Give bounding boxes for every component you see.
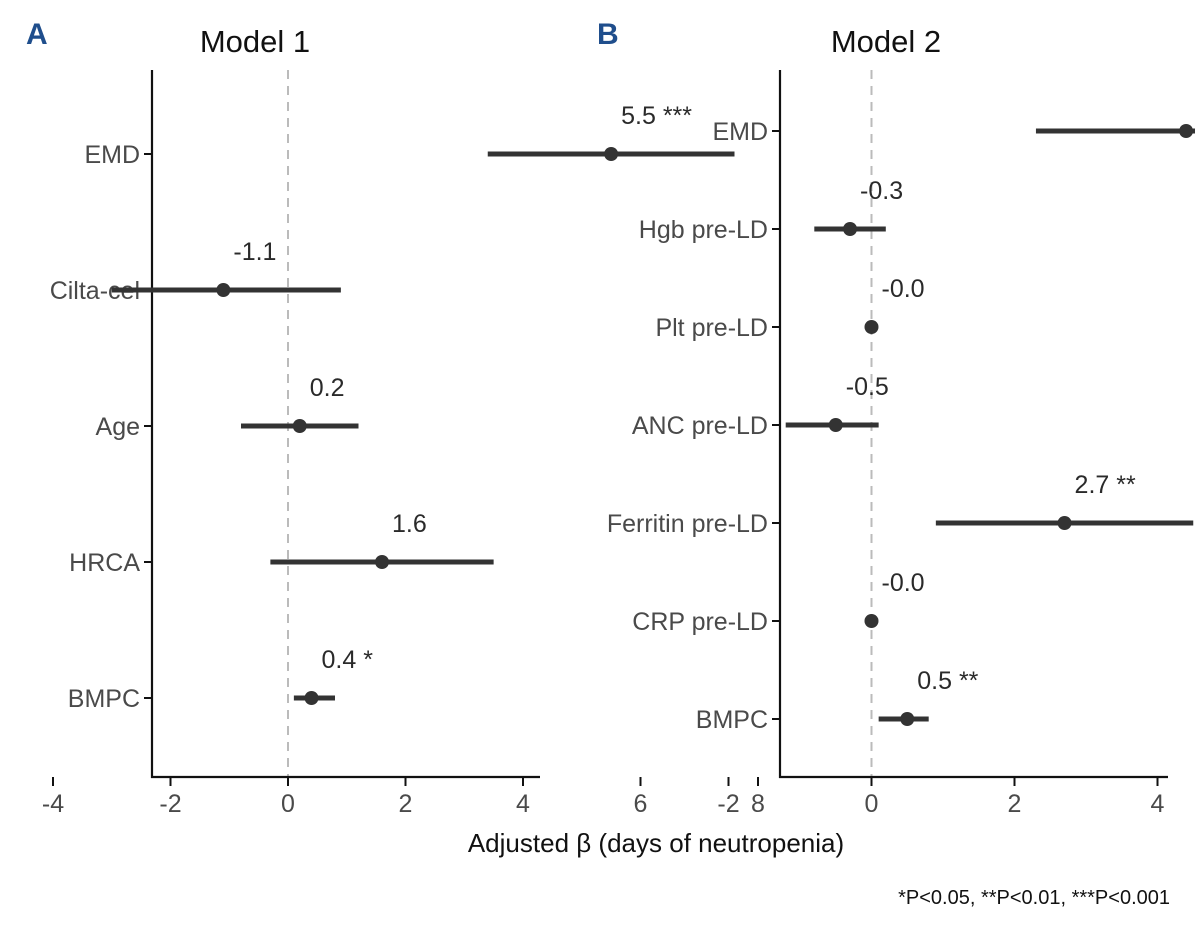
x-tick-label-a: -2 bbox=[159, 790, 181, 818]
category-label-a: BMPC bbox=[68, 685, 140, 713]
x-tick-label-a: 8 bbox=[751, 790, 765, 818]
point-estimate-a bbox=[604, 147, 619, 161]
point-estimate-a bbox=[292, 419, 307, 433]
estimate-label-a: 1.6 bbox=[392, 510, 427, 538]
estimate-label-b: 0.5 ** bbox=[917, 667, 978, 695]
x-tick-label-a: -4 bbox=[42, 790, 64, 818]
point-estimate-b bbox=[843, 222, 858, 236]
category-label-a: Age bbox=[96, 413, 140, 441]
x-tick-label-a: 6 bbox=[634, 790, 648, 818]
category-label-a: EMD bbox=[84, 141, 140, 169]
point-estimate-b bbox=[864, 614, 879, 628]
estimate-label-b: -0.3 bbox=[860, 177, 903, 205]
point-estimate-b bbox=[900, 712, 915, 726]
category-label-a: HRCA bbox=[69, 549, 140, 577]
x-tick-label-b: 0 bbox=[865, 790, 879, 818]
estimate-label-a: 0.2 bbox=[310, 374, 345, 402]
category-label-b: EMD bbox=[712, 118, 768, 146]
point-estimate-b bbox=[1057, 516, 1072, 530]
point-estimate-a bbox=[304, 691, 319, 705]
point-estimate-b bbox=[864, 320, 879, 334]
point-estimate-b bbox=[828, 418, 843, 432]
panel-letter-a: A bbox=[26, 18, 48, 51]
category-label-b: CRP pre-LD bbox=[632, 608, 768, 636]
category-label-b: Ferritin pre-LD bbox=[607, 510, 768, 538]
x-tick-label-a: 4 bbox=[516, 790, 530, 818]
point-estimate-a bbox=[375, 555, 389, 569]
point-estimate-a bbox=[216, 283, 231, 297]
panel-title-a: Model 1 bbox=[200, 24, 310, 59]
estimate-label-b: -0.5 bbox=[846, 373, 889, 401]
panel-letter-b: B bbox=[597, 18, 619, 51]
panel-title-b: Model 2 bbox=[831, 24, 941, 59]
estimate-label-b: -0.0 bbox=[882, 569, 925, 597]
significance-footnote: *P<0.05, **P<0.01, ***P<0.001 bbox=[898, 887, 1170, 909]
x-tick-label-b: 2 bbox=[1008, 790, 1022, 818]
x-tick-label-a: 2 bbox=[399, 790, 413, 818]
category-label-b: BMPC bbox=[696, 706, 768, 734]
estimate-label-b: 2.7 ** bbox=[1075, 471, 1136, 499]
estimate-label-b: -0.0 bbox=[882, 275, 925, 303]
estimate-label-a: 5.5 *** bbox=[621, 102, 692, 130]
category-label-b: Plt pre-LD bbox=[655, 314, 768, 342]
category-label-b: Hgb pre-LD bbox=[639, 216, 768, 244]
estimate-label-a: 0.4 * bbox=[322, 646, 374, 674]
x-tick-label-b: 4 bbox=[1151, 790, 1165, 818]
point-estimate-b bbox=[1179, 124, 1194, 138]
x-tick-label-a: 0 bbox=[281, 790, 295, 818]
x-axis-title: Adjusted β (days of neutropenia) bbox=[468, 828, 844, 858]
x-tick-label-b: -2 bbox=[717, 790, 739, 818]
category-label-b: ANC pre-LD bbox=[632, 412, 768, 440]
estimate-label-a: -1.1 bbox=[233, 238, 276, 266]
